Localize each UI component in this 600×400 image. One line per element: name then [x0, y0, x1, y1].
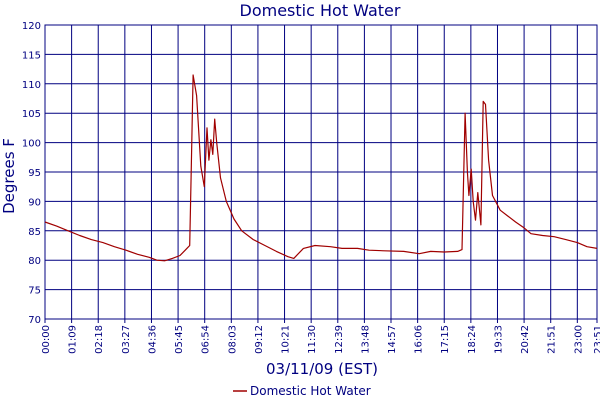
y-tick-label: 90 [28, 197, 41, 208]
legend: Domestic Hot Water [233, 384, 371, 398]
x-tick-label: 16:06 [414, 325, 425, 354]
plot-border [44, 24, 598, 320]
series-line-domestic-hot-water [44, 74, 598, 262]
y-tick-label: 110 [22, 80, 41, 91]
legend-label: Domestic Hot Water [250, 384, 371, 398]
y-tick-label: 105 [22, 109, 41, 120]
x-tick-label: 23:51 [593, 325, 600, 354]
x-tick-label: 06:54 [201, 325, 212, 354]
x-tick-label: 18:24 [467, 325, 478, 354]
x-tick-label: 05:45 [174, 325, 185, 354]
y-tick-label: 75 [28, 286, 41, 297]
grid [44, 24, 598, 323]
x-tick-label: 09:12 [254, 325, 265, 354]
x-tick-label: 11:30 [307, 325, 318, 354]
y-tick-label: 70 [28, 315, 41, 326]
y-tick-label: 80 [28, 256, 41, 267]
y-tick-label: 95 [28, 168, 41, 179]
x-tick-label: 13:48 [360, 325, 371, 354]
y-tick-label: 100 [22, 139, 41, 150]
y-tick-label: 115 [22, 50, 41, 61]
x-tick-label: 00:00 [41, 325, 52, 354]
x-tick-label: 20:42 [520, 325, 531, 354]
x-tick-label: 02:18 [94, 325, 105, 354]
tick-labels: 70 75 80 85 90 95 100 105 110 115 120 00:00 01:09 02:… [22, 21, 600, 354]
x-tick-label: 23:00 [573, 325, 584, 354]
x-axis-label: 03/11/09 (EST) [266, 360, 378, 378]
x-tick-label: 01:09 [68, 325, 79, 354]
x-tick-label: 12:39 [334, 325, 345, 354]
series-layer [44, 74, 598, 262]
y-tick-label: 120 [22, 21, 41, 32]
x-tick-label: 08:03 [227, 325, 238, 354]
x-tick-label: 17:15 [440, 325, 451, 354]
y-tick-label: 85 [28, 227, 41, 238]
x-tick-label: 19:33 [493, 325, 504, 354]
x-tick-label: 21:51 [547, 325, 558, 354]
x-tick-label: 03:27 [121, 325, 132, 354]
x-tick-label: 04:36 [147, 325, 158, 354]
x-tick-label: 14:57 [387, 325, 398, 354]
x-tick-label: 10:21 [281, 325, 292, 354]
chart-title: Domestic Hot Water [240, 1, 401, 20]
y-axis-label: Degrees F [0, 138, 18, 214]
